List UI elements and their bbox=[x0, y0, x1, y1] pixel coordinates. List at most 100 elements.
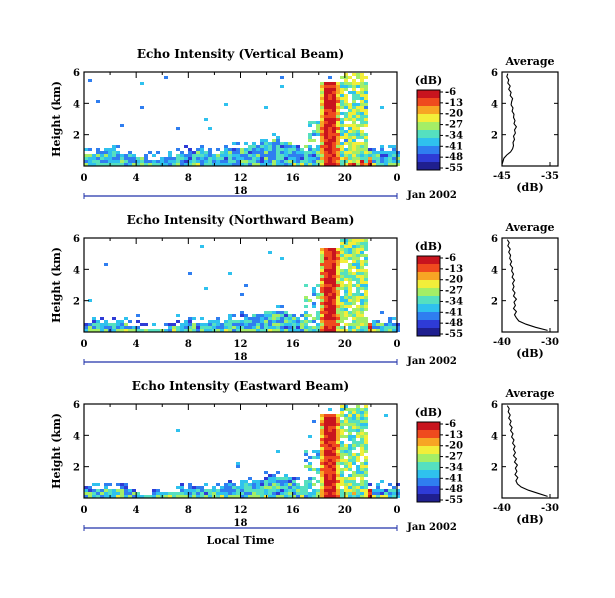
colorbar-segment bbox=[417, 126, 440, 129]
colorbar-segment bbox=[417, 500, 440, 503]
colorbar-segment bbox=[417, 314, 440, 317]
colorbar-segment bbox=[417, 280, 440, 283]
x-tick-label: 0 bbox=[394, 505, 401, 516]
colorbar-segment bbox=[417, 468, 440, 471]
colorbar-segment bbox=[417, 114, 440, 117]
profile-x-label: (dB) bbox=[516, 347, 543, 360]
heatmap-cells bbox=[84, 73, 400, 166]
colorbar-segment bbox=[417, 460, 440, 463]
colorbar-tick-label: -20 bbox=[445, 109, 463, 120]
profile-line bbox=[506, 405, 548, 497]
colorbar-frame bbox=[416, 89, 441, 171]
y-tick-label: 4 bbox=[73, 99, 80, 110]
profile-y-tick-label: 6 bbox=[491, 68, 498, 79]
colorbar-segment bbox=[417, 146, 440, 149]
colorbar-segment bbox=[417, 110, 440, 113]
x-tick-label: 12 bbox=[234, 505, 248, 516]
profile-y-tick-label: 4 bbox=[491, 431, 498, 442]
y-tick-label: 2 bbox=[73, 131, 80, 142]
colorbar-segment bbox=[417, 158, 440, 161]
colorbar-segment bbox=[417, 296, 440, 299]
colorbar-tick-label: -27 bbox=[445, 120, 463, 131]
x-tick-label: 12 bbox=[234, 339, 248, 350]
y-tick-label: 6 bbox=[73, 400, 80, 411]
profile-y-tick-label: 2 bbox=[491, 463, 498, 474]
colorbar-segment bbox=[417, 278, 440, 281]
colorbar-segment bbox=[417, 442, 440, 445]
colorbar-segment bbox=[417, 300, 440, 303]
colorbar-segment bbox=[417, 118, 440, 121]
colorbar-segment bbox=[417, 98, 440, 101]
profile-frame bbox=[501, 237, 559, 333]
panel-title: Echo Intensity (Vertical Beam) bbox=[137, 47, 344, 61]
x-tick-label: 4 bbox=[133, 173, 140, 184]
x-tick-label: 20 bbox=[338, 505, 352, 516]
x-tick-label: 12 bbox=[234, 173, 248, 184]
colorbar-segment bbox=[417, 90, 440, 93]
colorbar-tick-label: -6 bbox=[445, 419, 456, 430]
colorbar-segment bbox=[417, 106, 440, 109]
colorbar-segment bbox=[417, 264, 440, 267]
colorbar-segment bbox=[417, 492, 440, 495]
colorbar-segment bbox=[417, 452, 440, 455]
colorbar-frame bbox=[416, 255, 441, 337]
colorbar-segment bbox=[417, 96, 440, 99]
colorbar-segment bbox=[417, 132, 440, 135]
colorbar-segment bbox=[417, 426, 440, 429]
colorbar-segment bbox=[417, 302, 440, 305]
colorbar-segment bbox=[417, 292, 440, 295]
colorbar-tick-label: -20 bbox=[445, 441, 463, 452]
colorbar-segment bbox=[417, 112, 440, 115]
colorbar-segment bbox=[417, 298, 440, 301]
colorbar-segment bbox=[417, 488, 440, 491]
colorbar-tick-label: -6 bbox=[445, 253, 456, 264]
y-tick-label: 6 bbox=[73, 234, 80, 245]
colorbar-segment bbox=[417, 94, 440, 97]
colorbar-tick-label: -13 bbox=[445, 430, 463, 441]
colorbar-segment bbox=[417, 476, 440, 479]
colorbar-tick-label: -13 bbox=[445, 98, 463, 109]
colorbar-segment bbox=[417, 484, 440, 487]
colorbar-tick-label: -55 bbox=[445, 329, 463, 340]
colorbar-segment bbox=[417, 454, 440, 457]
colorbar-segment bbox=[417, 258, 440, 261]
colorbar-segment bbox=[417, 138, 440, 141]
colorbar-segment bbox=[417, 490, 440, 493]
colorbar-tick-label: -41 bbox=[445, 473, 463, 484]
profile-y-tick-label: 6 bbox=[491, 400, 498, 411]
colorbar-segment bbox=[417, 328, 440, 331]
colorbar-segment bbox=[417, 260, 440, 263]
profile-line bbox=[506, 239, 548, 331]
month-label: Jan 2002 bbox=[406, 356, 457, 367]
colorbar-segment bbox=[417, 494, 440, 497]
date-label: 18 bbox=[234, 518, 248, 529]
colorbar-segment bbox=[417, 284, 440, 287]
colorbar-segment bbox=[417, 466, 440, 469]
colorbar-segment bbox=[417, 166, 440, 169]
panel-1: Echo Intensity (Vertical Beam) 2 4 6 Height … bbox=[50, 47, 559, 201]
colorbar-segment bbox=[417, 108, 440, 111]
colorbar-segment bbox=[417, 286, 440, 289]
profile-x-tick-label: -30 bbox=[541, 337, 559, 348]
colorbar-segment bbox=[417, 310, 440, 313]
panel-title: Echo Intensity (Northward Beam) bbox=[127, 213, 355, 227]
profile-y-tick-label: 2 bbox=[491, 297, 498, 308]
colorbar-segment bbox=[417, 498, 440, 501]
profile-x-label: (dB) bbox=[516, 513, 543, 526]
colorbar-segment bbox=[417, 144, 440, 147]
colorbar-segment bbox=[417, 136, 440, 139]
y-axis-label: Height (km) bbox=[50, 413, 63, 489]
colorbar-tick-label: -27 bbox=[445, 286, 463, 297]
colorbar-segment bbox=[417, 142, 440, 145]
colorbar-segment bbox=[417, 130, 440, 133]
colorbar-segment bbox=[417, 262, 440, 265]
profile-title: Average bbox=[504, 387, 554, 400]
x-tick-label: 4 bbox=[133, 505, 140, 516]
colorbar-segment bbox=[417, 148, 440, 151]
profile-x-tick-label: -35 bbox=[541, 171, 559, 182]
y-tick-label: 2 bbox=[73, 297, 80, 308]
colorbar-segment bbox=[417, 436, 440, 439]
x-tick-label: 16 bbox=[286, 173, 300, 184]
x-tick-label: 20 bbox=[338, 339, 352, 350]
profile-x-tick-label: -40 bbox=[493, 503, 511, 514]
